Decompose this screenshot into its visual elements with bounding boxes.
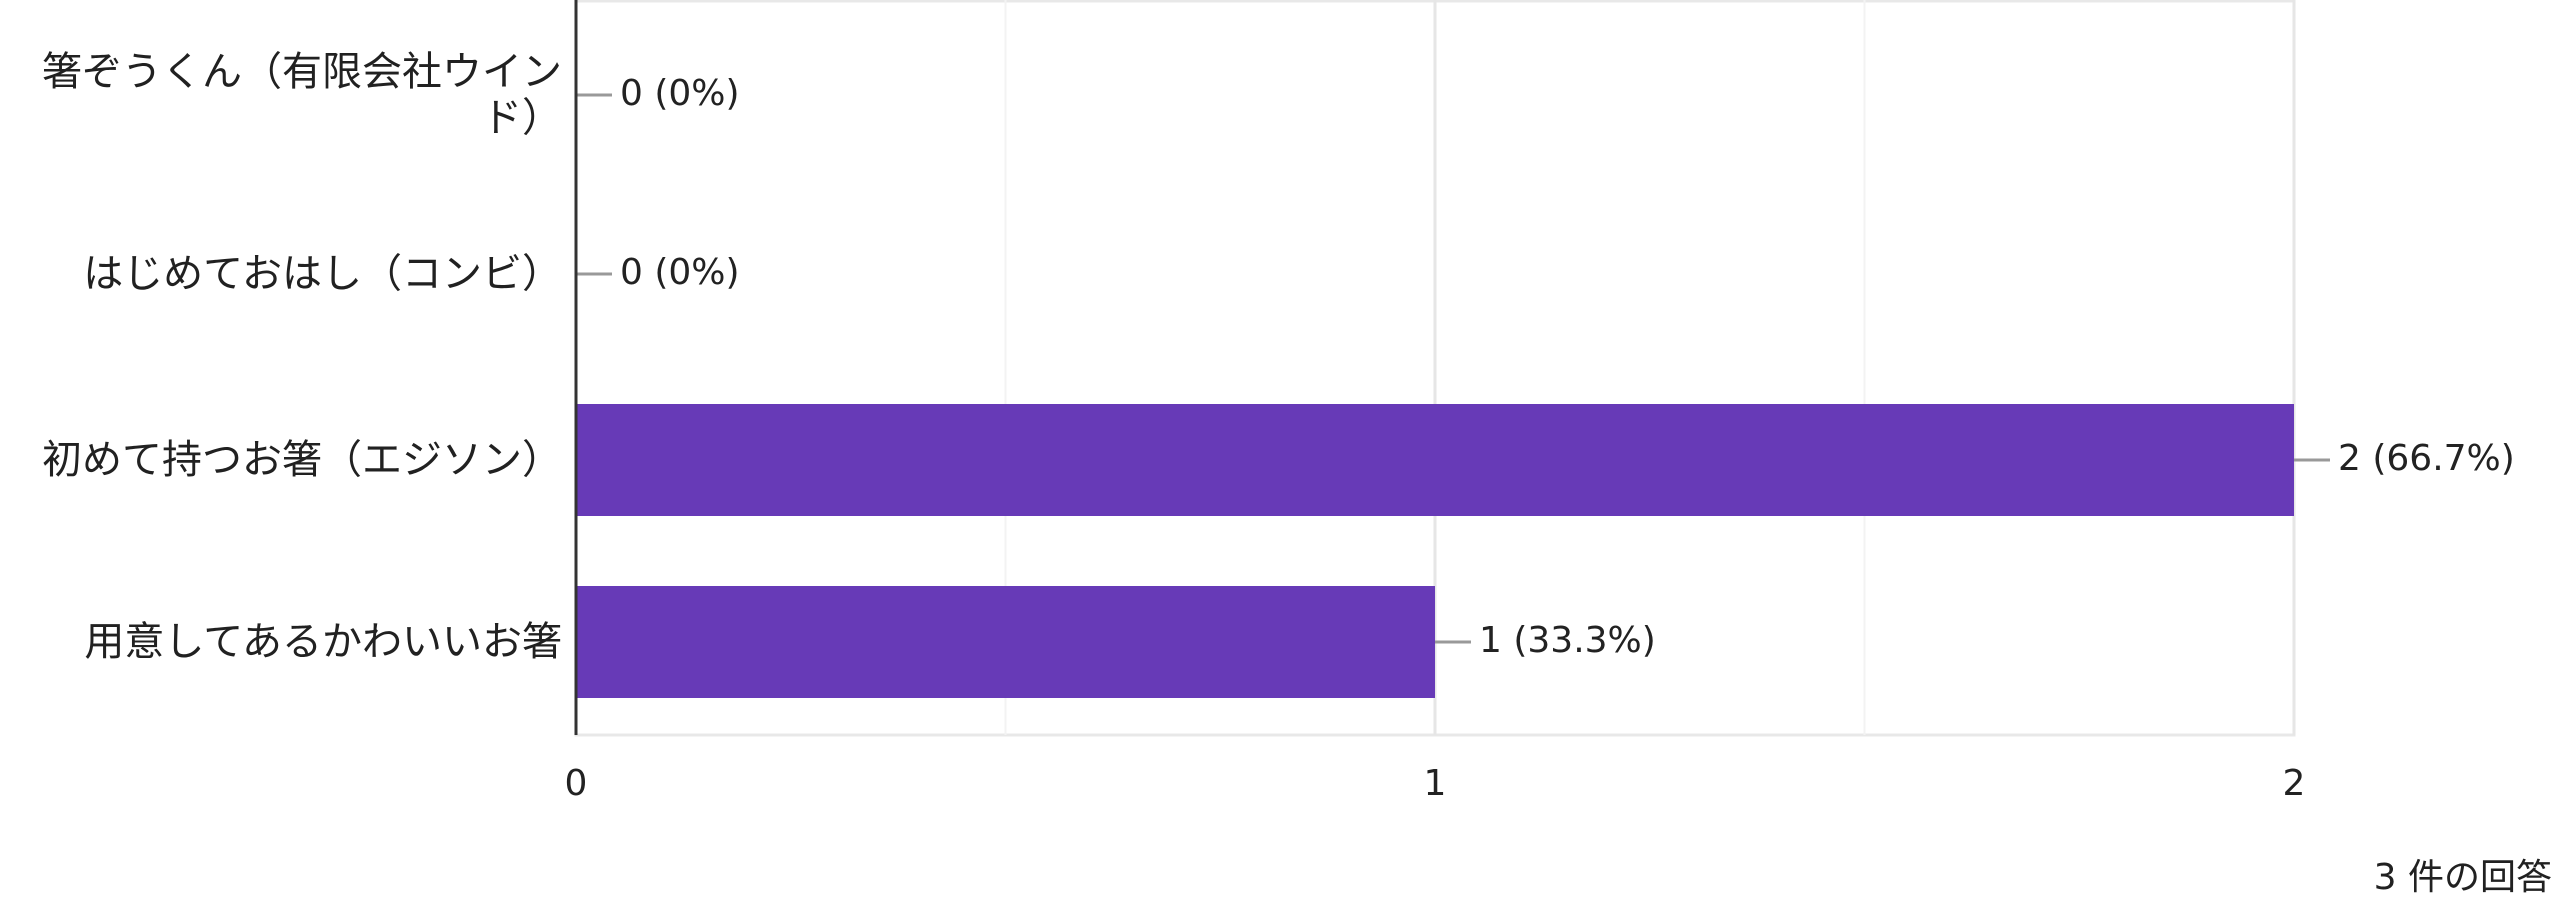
value-label: 1 (33.3%) [1479,620,1656,661]
x-tick-label: 2 [2283,763,2306,804]
category-label: はじめておはし（コンビ） [83,251,562,297]
category-label: 初めて持つお箸（エジソン） [42,437,562,483]
response-count: 3 件の回答 [2373,857,2552,898]
bar [576,404,2294,516]
category-label: 用意してあるかわいいお箸 [84,619,562,665]
value-label: 0 (0%) [620,73,740,114]
value-label: 2 (66.7%) [2338,438,2515,479]
value-label: 0 (0%) [620,252,740,293]
bar [576,586,1435,698]
category-label: 箸ぞうくん（有限会社ウインド） [42,49,562,141]
x-tick-label: 1 [1424,763,1447,804]
x-tick-label: 0 [565,763,588,804]
